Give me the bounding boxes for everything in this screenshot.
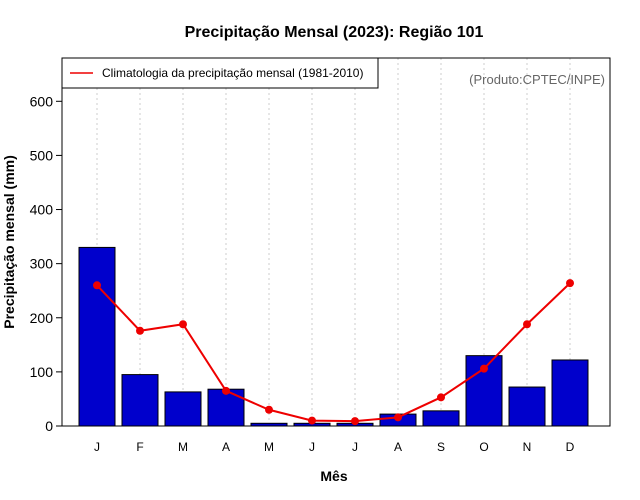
climatology-point: [136, 326, 144, 335]
grid-lines: [96, 58, 571, 426]
bar: [164, 391, 202, 427]
climatology-point: [308, 416, 316, 425]
x-tick-label: M: [264, 440, 274, 454]
climatology-point: [179, 320, 187, 329]
x-tick-label: M: [178, 440, 188, 454]
x-tick-label: A: [222, 440, 230, 454]
y-tick-label: 0: [45, 418, 53, 434]
climatology-point: [351, 417, 359, 426]
climatology-line-path: [96, 282, 571, 423]
x-tick-label: J: [352, 440, 358, 454]
bar: [121, 374, 159, 427]
x-axis-title: Mês: [320, 468, 347, 484]
x-tick-label: S: [437, 440, 445, 454]
climatology-point: [566, 279, 574, 288]
climatology-point: [222, 386, 230, 395]
source-credit: (Produto:CPTEC/INPE): [469, 72, 605, 87]
legend: Climatologia da precipitação mensal (198…: [61, 57, 379, 89]
climatology-point: [265, 405, 273, 414]
climatology-point: [437, 393, 445, 402]
chart-title: Precipitação Mensal (2023): Região 101: [185, 24, 484, 41]
x-tick-label: O: [479, 440, 488, 454]
x-tick-label: J: [309, 440, 315, 454]
climatology-point: [523, 320, 531, 329]
bar: [78, 246, 116, 427]
bar: [422, 410, 460, 427]
legend-box: [61, 57, 379, 89]
bars: [78, 246, 589, 427]
y-tick-label: 300: [30, 256, 54, 272]
y-tick-label: 400: [30, 202, 54, 218]
climatology-point: [93, 281, 101, 290]
bar: [551, 359, 589, 427]
x-tick-label: N: [523, 440, 532, 454]
y-tick-label: 200: [30, 310, 54, 326]
y-axis: 0 100 200 300 400 500 600: [30, 93, 62, 434]
x-tick-label: D: [566, 440, 575, 454]
y-tick-label: 500: [30, 147, 54, 163]
climatology-point: [480, 364, 488, 373]
y-axis-title: Precipitação mensal (mm): [1, 155, 17, 329]
climatology-point: [394, 413, 402, 422]
bar: [508, 386, 546, 427]
x-tick-label: J: [94, 440, 100, 454]
y-tick-label: 600: [30, 93, 54, 109]
climatology-line: [93, 279, 574, 426]
plot-frame: [61, 57, 611, 427]
legend-label: Climatologia da precipitação mensal (198…: [102, 66, 363, 80]
y-tick-label: 100: [30, 364, 54, 380]
x-tick-label: F: [136, 440, 143, 454]
x-tick-label: A: [394, 440, 402, 454]
